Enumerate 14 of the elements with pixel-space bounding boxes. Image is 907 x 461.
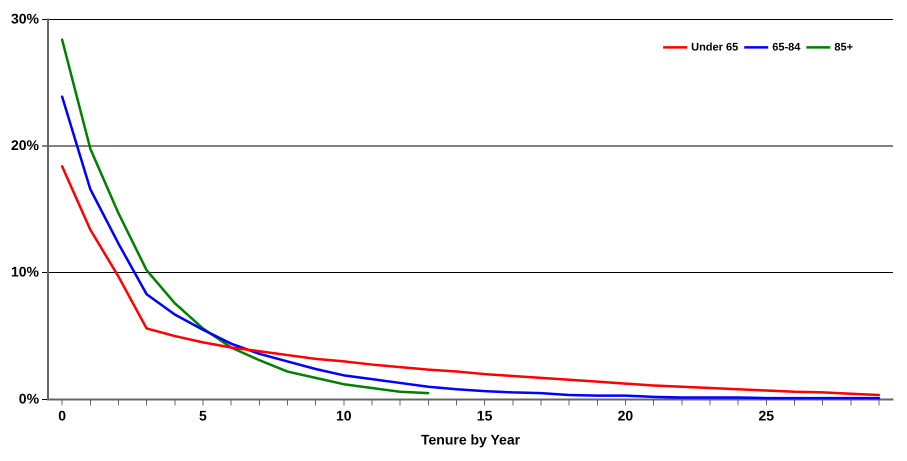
x-tick-label: 10: [336, 408, 352, 424]
x-tick-label: 25: [758, 408, 774, 424]
legend-label: 65-84: [772, 41, 802, 54]
y-tick-label: 0%: [18, 390, 40, 406]
x-tick-label: 15: [476, 408, 493, 424]
x-tick-label: 0: [58, 408, 66, 424]
y-tick-label: 30%: [10, 10, 40, 26]
x-tick-label: 5: [199, 408, 208, 424]
y-tick-label: 10%: [10, 264, 40, 280]
y-tick-label: 20%: [10, 136, 40, 153]
x-axis-title: Tenure by Year: [420, 431, 521, 448]
legend-label: Under 65: [691, 41, 738, 54]
x-tick-label: 20: [618, 408, 634, 424]
legend-label: 85+: [834, 41, 854, 54]
